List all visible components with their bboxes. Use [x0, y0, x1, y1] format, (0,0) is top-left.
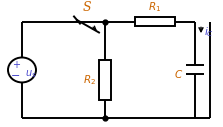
- Text: S: S: [83, 1, 91, 14]
- Text: $i_C$: $i_C$: [204, 25, 214, 39]
- Text: $u_s$: $u_s$: [25, 68, 37, 80]
- Text: $R_2$: $R_2$: [83, 73, 96, 87]
- Bar: [135, 17, 175, 26]
- Bar: [99, 60, 111, 100]
- Text: $R_1$: $R_1$: [148, 0, 162, 14]
- Text: $C$: $C$: [174, 68, 183, 80]
- Text: −: −: [11, 71, 21, 81]
- Text: +: +: [12, 60, 20, 70]
